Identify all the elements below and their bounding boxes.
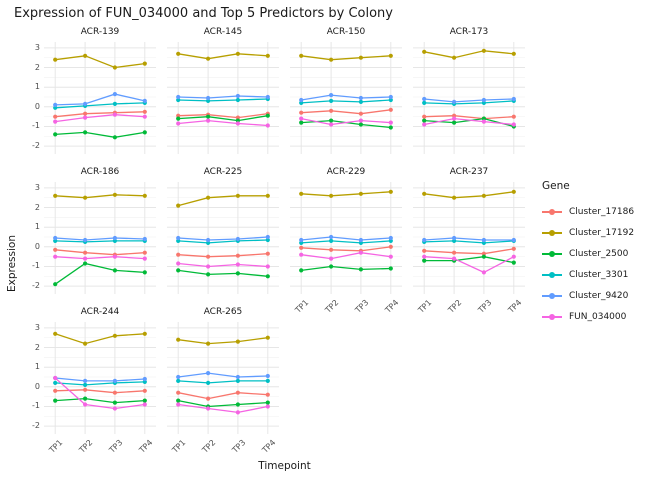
legend-key-icon [542, 205, 562, 219]
x-tick-label: TP4 [506, 298, 524, 315]
facet-panel [290, 182, 402, 294]
legend: Gene Cluster_17186 Cluster_17192 Cluster_2… [542, 180, 634, 327]
legend-entry: Cluster_17186 [542, 201, 634, 222]
facet-panel [167, 322, 279, 434]
facet-title: ACR-244 [80, 307, 120, 317]
facet-panel [167, 182, 279, 294]
y-tick-label: 2 [34, 62, 40, 72]
chart-title: Expression of FUN_034000 and Top 5 Predi… [14, 6, 393, 21]
legend-key-icon [542, 268, 562, 282]
facet-panel [413, 42, 525, 154]
y-tick-label: -1 [32, 401, 40, 411]
facet-title: ACR-229 [326, 167, 366, 177]
y-tick-label: -2 [32, 421, 40, 431]
facet-panel [290, 42, 402, 154]
y-tick-label: 1 [34, 82, 40, 92]
facet-panel [167, 42, 279, 154]
legend-key-icon [542, 310, 562, 324]
facet-title: ACR-150 [326, 27, 366, 37]
facet-panel [44, 322, 156, 434]
legend-key-icon [542, 289, 562, 303]
x-axis-title: Timepoint [258, 460, 311, 472]
legend-entry-label: Cluster_9420 [569, 290, 629, 301]
x-tick-label: TP4 [383, 298, 401, 315]
legend-entry: Cluster_17192 [542, 222, 634, 243]
facet-title: ACR-173 [449, 27, 489, 37]
y-tick-label: 0 [34, 101, 40, 111]
legend-entry: Cluster_2500 [542, 243, 634, 264]
x-tick-label: TP1 [293, 298, 311, 315]
x-tick-label: TP2 [323, 298, 341, 315]
y-tick-label: 2 [34, 342, 40, 352]
y-axis-title: Expression [6, 235, 18, 292]
legend-title: Gene [542, 180, 570, 192]
y-tick-label: 2 [34, 202, 40, 212]
facet-panel [413, 182, 525, 294]
legend-entry-label: Cluster_3301 [569, 269, 629, 280]
x-tick-label: TP3 [476, 298, 494, 315]
facet-title: ACR-225 [203, 167, 243, 177]
facet-panel [44, 42, 156, 154]
y-tick-label: -2 [32, 141, 40, 151]
facet-title: ACR-139 [80, 27, 120, 37]
y-tick-label: 3 [34, 182, 40, 192]
legend-entry-label: FUN_034000 [569, 311, 627, 322]
y-tick-label: 1 [34, 222, 40, 232]
x-tick-label: TP3 [353, 298, 371, 315]
facet-title: ACR-145 [203, 27, 243, 37]
x-tick-label: TP2 [446, 298, 464, 315]
y-tick-label: 3 [34, 322, 40, 332]
y-tick-label: 0 [34, 241, 40, 251]
legend-key-icon [542, 247, 562, 261]
legend-entry: Cluster_9420 [542, 285, 634, 306]
facet-title: ACR-237 [449, 167, 489, 177]
y-tick-label: 3 [34, 42, 40, 52]
y-tick-label: -2 [32, 281, 40, 291]
facet-panel [44, 182, 156, 294]
legend-key-icon [542, 226, 562, 240]
y-tick-label: 1 [34, 362, 40, 372]
legend-entry-label: Cluster_17192 [569, 227, 635, 238]
y-tick-label: -1 [32, 261, 40, 271]
y-tick-label: 0 [34, 381, 40, 391]
legend-entry-label: Cluster_17186 [569, 206, 635, 217]
legend-entry: FUN_034000 [542, 306, 634, 327]
facet-title: ACR-265 [203, 307, 243, 317]
legend-entries: Cluster_17186 Cluster_17192 Cluster_2500 Cl… [542, 201, 634, 327]
facet-title: ACR-186 [80, 167, 120, 177]
legend-entry: Cluster_3301 [542, 264, 634, 285]
legend-entry-label: Cluster_2500 [569, 248, 629, 259]
x-tick-label: TP1 [416, 298, 434, 315]
y-tick-label: -1 [32, 121, 40, 131]
